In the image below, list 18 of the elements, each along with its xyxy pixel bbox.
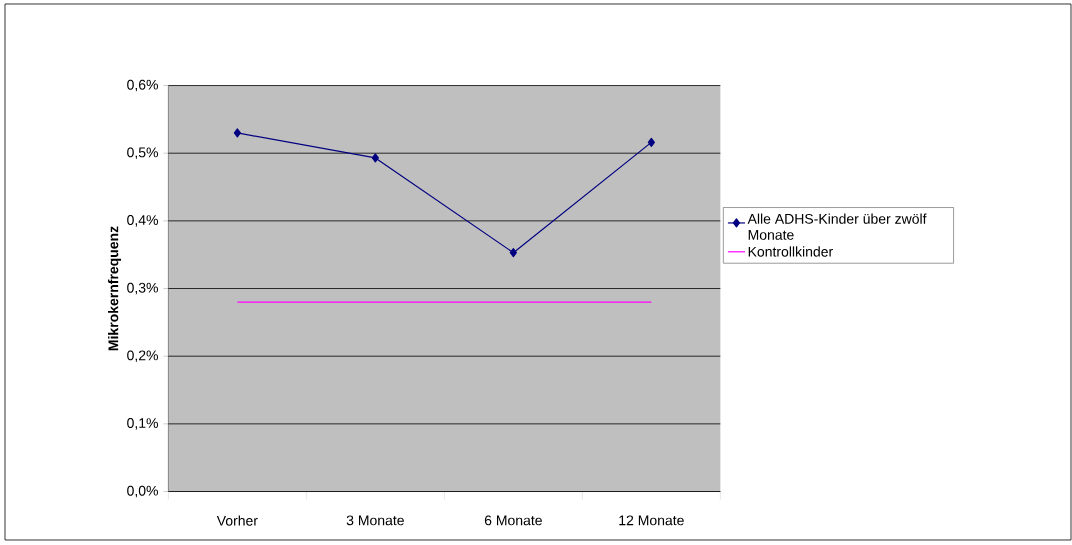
legend-label: Alle ADHS-Kinder über zwölf Monate: [747, 213, 927, 240]
x-tick-label: 12 Monate: [619, 515, 684, 526]
x-tick-label: Vorher: [216, 515, 258, 526]
y-tick-label: 0,1%: [127, 418, 158, 430]
legend-label: Kontrollkinder: [748, 246, 833, 257]
point: [371, 153, 379, 163]
y-tick-label: 0,3%: [127, 282, 158, 295]
y-tick-label: 0,5%: [127, 147, 158, 159]
y-tick-label: 0,0%: [127, 485, 158, 498]
point: [233, 128, 241, 138]
y-axis-title: Mikrokernfrequenz: [108, 226, 122, 351]
y-tick-label: 0,4%: [127, 215, 158, 227]
point: [509, 248, 517, 258]
x-tick-label: 3 Monate: [346, 515, 404, 526]
y-tick-label: 0,6%: [127, 79, 158, 92]
y-tick-label: 0,2%: [127, 350, 158, 362]
x-tick-label: 6 Monate: [484, 515, 542, 526]
point: [647, 137, 655, 147]
